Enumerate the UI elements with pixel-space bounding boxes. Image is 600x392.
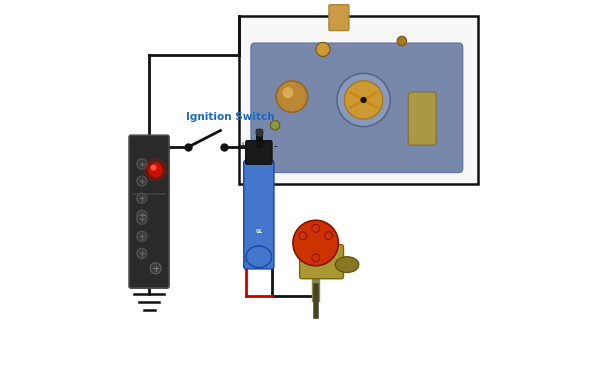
FancyBboxPatch shape [299,245,344,279]
Circle shape [312,224,320,232]
Circle shape [271,121,280,130]
FancyBboxPatch shape [251,43,463,172]
Ellipse shape [335,257,359,272]
Circle shape [299,232,307,240]
Circle shape [137,248,147,258]
Text: -: - [274,141,277,151]
Ellipse shape [246,246,272,267]
Circle shape [137,231,147,241]
Circle shape [316,42,330,56]
Circle shape [283,87,293,98]
FancyBboxPatch shape [408,92,436,145]
Circle shape [337,73,390,127]
Circle shape [137,159,147,169]
Circle shape [144,158,167,182]
Circle shape [150,263,161,274]
FancyBboxPatch shape [246,141,272,164]
FancyBboxPatch shape [244,160,274,269]
Text: +: + [238,141,246,151]
Text: UL: UL [255,229,262,234]
Circle shape [325,232,332,240]
Circle shape [361,97,367,103]
Circle shape [148,162,163,178]
Text: Ignition Switch: Ignition Switch [187,111,275,122]
Circle shape [293,220,338,266]
Circle shape [312,254,320,262]
Bar [239,16,478,184]
FancyBboxPatch shape [329,5,349,31]
FancyBboxPatch shape [129,135,169,288]
Circle shape [151,165,157,171]
Circle shape [137,210,147,220]
Circle shape [137,214,147,224]
Circle shape [137,193,147,203]
Circle shape [344,81,383,119]
Circle shape [137,176,147,186]
Circle shape [397,36,407,46]
Circle shape [276,81,308,112]
